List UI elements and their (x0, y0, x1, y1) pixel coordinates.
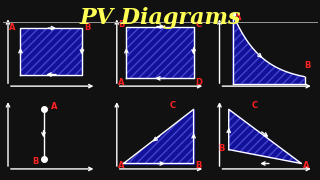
Polygon shape (233, 14, 305, 84)
Text: B: B (32, 157, 38, 166)
Text: B: B (118, 20, 124, 29)
Text: PV Diagrams: PV Diagrams (79, 7, 241, 29)
Text: A: A (302, 161, 309, 170)
Text: A: A (118, 161, 124, 170)
Text: D: D (196, 78, 203, 87)
Polygon shape (124, 109, 194, 163)
Text: B: B (305, 61, 311, 70)
Text: B: B (84, 23, 90, 32)
Text: C: C (251, 101, 257, 110)
Text: B: B (219, 144, 225, 153)
Text: B: B (196, 161, 202, 170)
Text: C: C (170, 101, 176, 110)
Polygon shape (20, 28, 82, 75)
Polygon shape (229, 109, 301, 163)
Text: A: A (51, 102, 58, 111)
Text: A: A (235, 13, 241, 22)
Text: C: C (196, 20, 202, 29)
Text: A: A (9, 23, 15, 32)
Text: A: A (118, 78, 124, 87)
Polygon shape (126, 26, 194, 78)
